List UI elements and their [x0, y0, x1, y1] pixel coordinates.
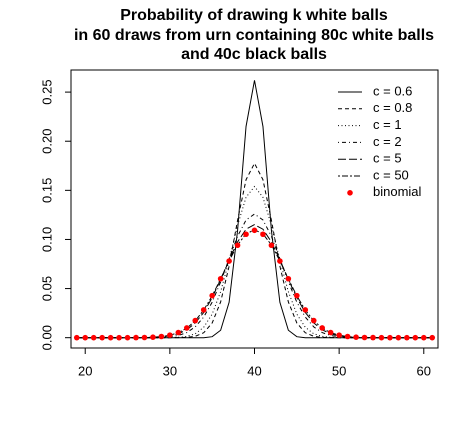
legend-label: c = 50 [373, 167, 409, 182]
point [268, 242, 275, 249]
x-tick-label: 20 [78, 363, 92, 378]
x-tick-label: 40 [247, 363, 261, 378]
point [82, 334, 89, 341]
legend-label: c = 0.8 [373, 100, 412, 115]
point [294, 292, 300, 299]
chart-title: Probability of drawing k white balls [120, 7, 388, 24]
point [327, 329, 334, 336]
point [420, 334, 427, 341]
point [90, 334, 97, 341]
y-tick-label: 0.15 [39, 178, 54, 203]
x-tick-label: 50 [332, 363, 346, 378]
legend-label: c = 0.6 [373, 83, 412, 98]
x-tick-label: 30 [163, 363, 177, 378]
point [234, 242, 241, 249]
y-tick-label: 0.00 [39, 325, 54, 350]
y-tick-label: 0.20 [39, 129, 54, 154]
point [209, 292, 215, 299]
legend-label: c = 5 [373, 151, 402, 166]
point [200, 307, 207, 313]
series-line [76, 185, 433, 339]
point [378, 334, 385, 341]
point [217, 275, 224, 282]
x-tick-label: 60 [417, 363, 431, 378]
point [370, 334, 376, 341]
point [404, 334, 410, 341]
point [124, 334, 131, 341]
point [302, 307, 309, 313]
chart-title: in 60 draws from urn containing 80c whit… [74, 27, 434, 44]
point [243, 231, 249, 238]
point [310, 317, 317, 324]
point [260, 231, 266, 238]
point [141, 334, 148, 341]
point [319, 325, 326, 331]
point [412, 334, 419, 341]
point [395, 334, 402, 341]
point [387, 334, 393, 341]
y-tick-label: 0.25 [39, 79, 54, 104]
legend-label: c = 1 [373, 117, 402, 132]
legend-marker [347, 190, 353, 196]
point [158, 333, 165, 340]
legend-label: binomial [373, 184, 422, 199]
point [336, 332, 342, 338]
point [107, 334, 114, 341]
point [116, 334, 122, 341]
chart-title: and 40c black balls [181, 46, 327, 63]
point [285, 275, 292, 282]
y-tick-label: 0.05 [39, 276, 54, 301]
point [167, 332, 173, 338]
point [344, 333, 351, 340]
point [133, 334, 139, 341]
point [277, 258, 283, 264]
legend-label: c = 2 [373, 134, 402, 149]
point [429, 334, 436, 341]
point [353, 334, 359, 340]
point [73, 334, 80, 341]
point [175, 329, 182, 336]
point [150, 334, 156, 340]
point [192, 317, 199, 324]
y-tick-label: 0.10 [39, 227, 54, 252]
point [361, 334, 368, 341]
point [183, 325, 190, 331]
point [99, 334, 105, 341]
point [251, 227, 258, 234]
point [226, 258, 232, 264]
